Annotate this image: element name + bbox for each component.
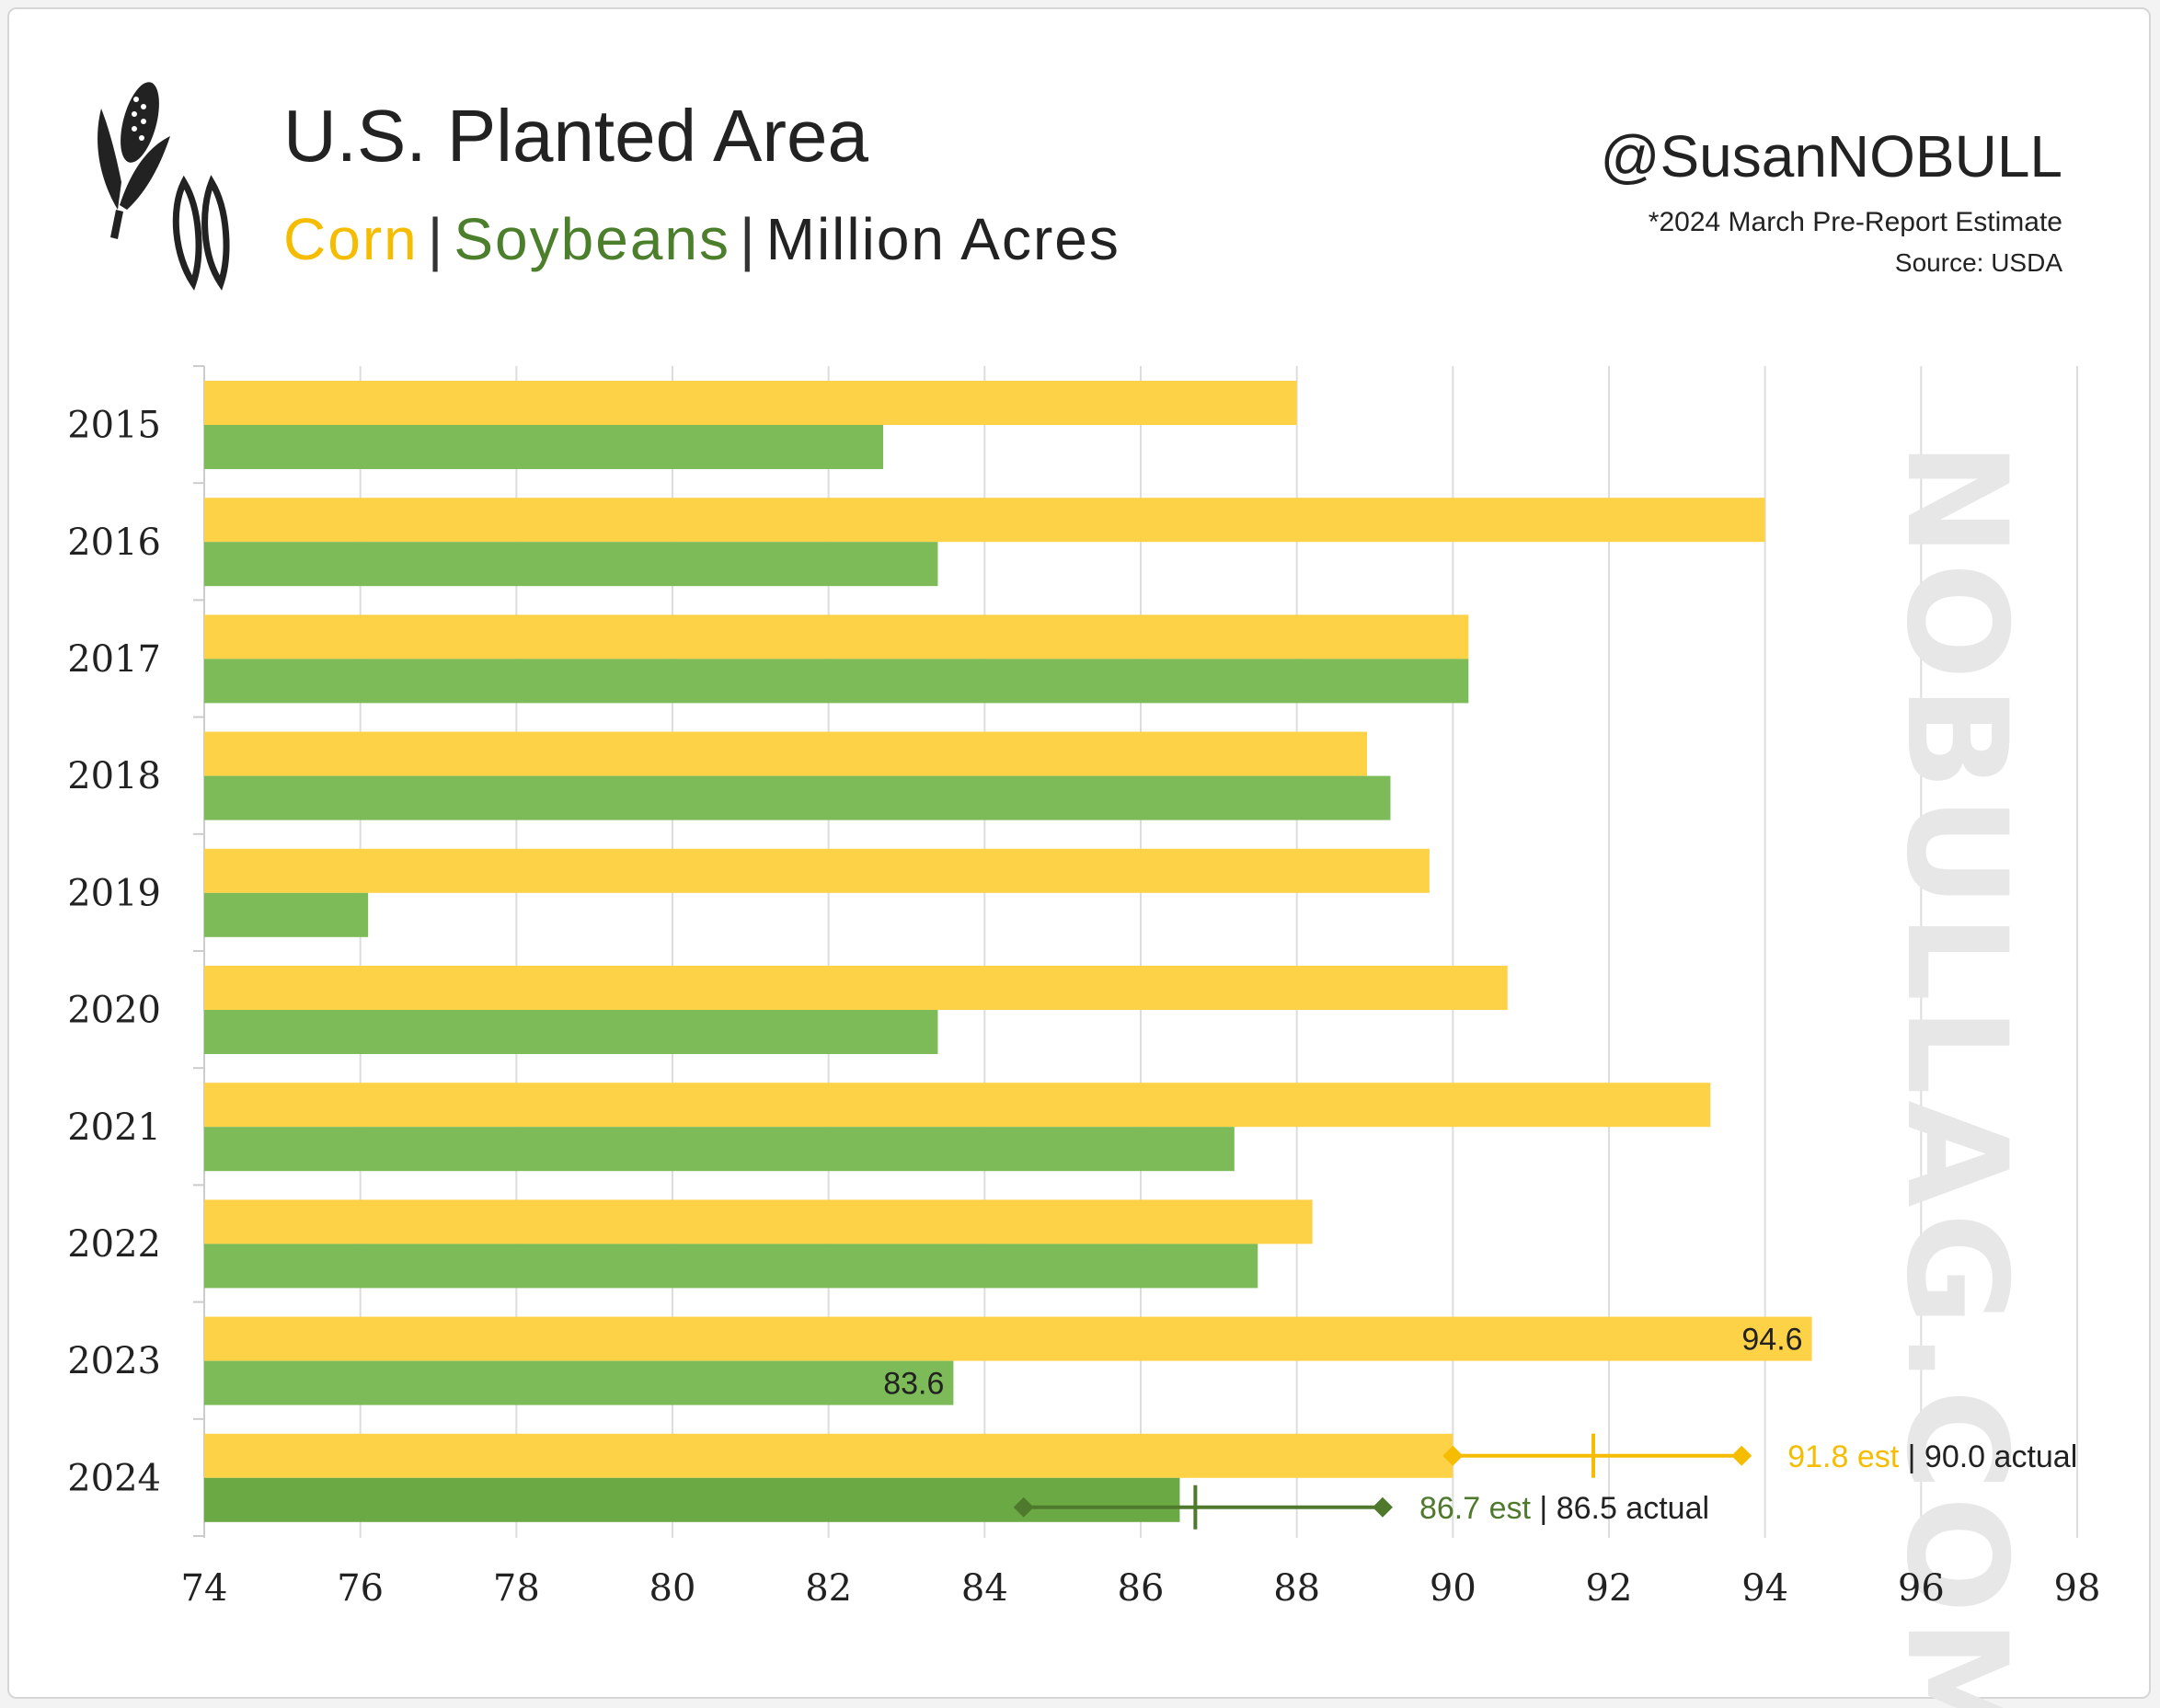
year-label-2015: 2015 <box>67 405 161 447</box>
corn-bar-2016 <box>204 498 1765 543</box>
soybean-bar-2024 <box>204 1477 1180 1522</box>
x-tick-label-84: 84 <box>961 1567 1008 1610</box>
corn-bar-2022 <box>204 1199 1313 1244</box>
corn-bar-2024 <box>204 1433 1453 1478</box>
year-label-2022: 2022 <box>67 1223 161 1266</box>
bars: 94.6 83.6 <box>204 381 1812 1522</box>
soybean-2024-range-high-marker <box>1372 1496 1393 1518</box>
x-tick-label-74: 74 <box>181 1567 228 1610</box>
corn-2024-est-text: 91.8 est <box>1787 1439 1900 1474</box>
data-label-soybeans-2023: 83.6 <box>883 1367 944 1402</box>
soybean-2024-estimate-label: 86.7 est | 86.5 actual <box>1419 1491 1709 1526</box>
x-tick-label-88: 88 <box>1273 1567 1320 1610</box>
year-label-2021: 2021 <box>67 1106 161 1149</box>
estimate-note: *2024 March Pre-Report Estimate <box>1648 207 2062 237</box>
year-label-2016: 2016 <box>67 522 161 564</box>
soybean-bar-2019 <box>204 892 369 937</box>
x-tick-label-80: 80 <box>649 1567 696 1610</box>
source-note: Source: USDA <box>1894 248 2062 277</box>
corn-bar-2020 <box>204 966 1508 1010</box>
chart-title: U.S. Planted Area <box>283 95 868 177</box>
corn-2024-actual-text: 90.0 actual <box>1924 1439 2077 1474</box>
year-label-2024: 2024 <box>67 1457 161 1499</box>
author-handle: @SusanNOBULL <box>1600 123 2062 189</box>
subtitle-corn: Corn <box>283 206 419 272</box>
x-tick-label-90: 90 <box>1430 1567 1476 1610</box>
estimate-annotations: 91.8 est | 90.0 actual 86.7 est | 86.5 ac… <box>1013 1433 2077 1530</box>
year-label-2019: 2019 <box>67 872 161 914</box>
x-tick-label-92: 92 <box>1586 1567 1633 1610</box>
subtitle-unit: Million Acres <box>765 206 1120 272</box>
year-labels: 2015 2016 2017 2018 2019 2020 2021 2022 2023 2024 <box>67 405 161 1500</box>
soybean-2024-range-low-marker <box>1013 1496 1034 1518</box>
data-label-corn-2023: 94.6 <box>1741 1323 1802 1358</box>
subtitle-separator-2: | <box>740 206 757 272</box>
corn-bar-2019 <box>204 848 1430 893</box>
soybean-bar-2021 <box>204 1127 1235 1172</box>
x-tick-label-82: 82 <box>805 1567 852 1610</box>
corn-bar-2015 <box>204 381 1297 425</box>
subtitle-separator-1: | <box>427 206 445 272</box>
x-tick-label-94: 94 <box>1741 1567 1788 1610</box>
corn-bar-2023 <box>204 1316 1812 1361</box>
x-tick-label-96: 96 <box>1898 1567 1945 1610</box>
corn-2024-range-high-marker <box>1731 1445 1752 1466</box>
x-tick-label-86: 86 <box>1118 1567 1165 1610</box>
x-axis-ticks: 74 76 78 80 82 84 86 88 90 92 94 96 98 <box>181 1567 2101 1610</box>
chart-subtitle: Corn | Soybeans | Million Acres <box>283 210 1120 269</box>
subtitle-soybeans: Soybeans <box>454 206 730 272</box>
soybean-bar-2020 <box>204 1010 938 1054</box>
year-label-2023: 2023 <box>67 1340 161 1382</box>
x-tick-label-78: 78 <box>493 1567 540 1610</box>
corn-soybean-logo-icon <box>98 82 230 291</box>
soybean-bar-2017 <box>204 659 1469 704</box>
soybean-bar-2023 <box>204 1360 954 1405</box>
watermark-text: NOBULLAG.COM <box>1876 441 2036 1708</box>
soybean-bar-2016 <box>204 542 938 587</box>
x-tick-label-98: 98 <box>2054 1567 2101 1610</box>
corn-2024-range-low-marker <box>1442 1445 1464 1466</box>
soybean-bar-2015 <box>204 425 884 469</box>
corn-2024-estimate-label: 91.8 est | 90.0 actual <box>1787 1439 2077 1474</box>
year-label-2017: 2017 <box>67 638 161 681</box>
x-tick-label-76: 76 <box>337 1567 384 1610</box>
year-label-2018: 2018 <box>67 755 161 797</box>
corn-bar-2017 <box>204 614 1469 659</box>
soybean-bar-2018 <box>204 775 1391 820</box>
corn-2024-separator: | <box>1899 1439 1924 1474</box>
year-label-2020: 2020 <box>67 990 161 1032</box>
soybean-2024-est-text: 86.7 est <box>1419 1491 1532 1526</box>
soybean-bar-2022 <box>204 1244 1258 1289</box>
corn-bar-2021 <box>204 1083 1711 1128</box>
soybean-2024-actual-text: 86.5 actual <box>1557 1491 1709 1526</box>
soybean-2024-separator: | <box>1531 1491 1557 1526</box>
corn-bar-2018 <box>204 731 1368 776</box>
